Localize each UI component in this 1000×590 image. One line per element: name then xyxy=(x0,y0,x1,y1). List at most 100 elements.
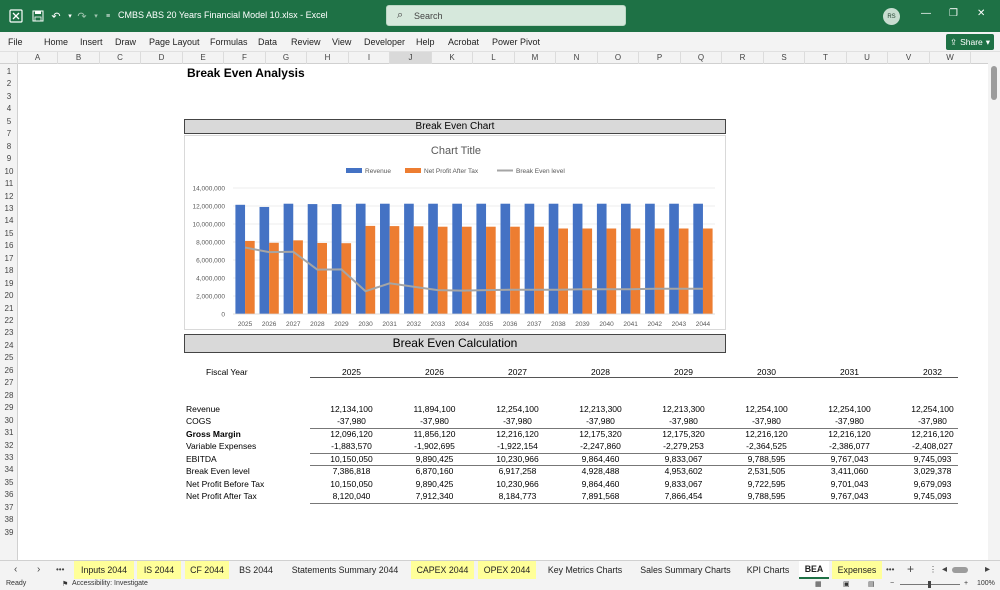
bar-net-profit-after-tax[interactable] xyxy=(654,228,665,315)
column-header[interactable]: W xyxy=(930,52,971,64)
column-header[interactable]: F xyxy=(224,52,266,64)
accessibility-icon[interactable]: ⚑ xyxy=(62,581,69,588)
bar-revenue[interactable] xyxy=(693,203,703,314)
more-sheets-right-icon[interactable]: ••• xyxy=(886,565,895,574)
table-cell[interactable]: 2,531,505 xyxy=(747,466,786,476)
bar-revenue[interactable] xyxy=(500,203,511,314)
row-header[interactable]: 22 xyxy=(4,316,14,325)
table-cell[interactable]: -2,408,027 xyxy=(912,441,953,451)
table-cell[interactable]: 9,833,067 xyxy=(664,479,703,489)
column-header[interactable]: H xyxy=(307,52,349,64)
sheet-tab[interactable]: BEA xyxy=(799,561,829,579)
bar-net-profit-after-tax[interactable] xyxy=(486,226,496,314)
row-header[interactable]: 3 xyxy=(6,91,12,101)
row-header[interactable]: 33 xyxy=(4,452,14,462)
bar-revenue[interactable] xyxy=(596,203,607,314)
avatar[interactable]: RS xyxy=(883,8,900,25)
sheet-tab[interactable]: Statements Summary 2044 xyxy=(291,565,399,575)
row-header[interactable]: 26 xyxy=(4,365,14,375)
bar-net-profit-after-tax[interactable] xyxy=(678,228,689,315)
menu-item[interactable]: File xyxy=(8,37,23,47)
accessibility-status[interactable]: Accessibility: Investigate xyxy=(72,580,148,587)
bar-net-profit-after-tax[interactable] xyxy=(461,226,472,314)
page-layout-view-icon[interactable]: ▣ xyxy=(843,581,850,588)
row-header[interactable]: 5 xyxy=(6,116,12,126)
hscroll-right-icon[interactable]: ▸ xyxy=(985,564,991,575)
bar-revenue[interactable] xyxy=(621,203,631,314)
bar-revenue[interactable] xyxy=(548,203,559,314)
table-cell[interactable]: -37,980 xyxy=(752,416,781,426)
row-header[interactable]: 27 xyxy=(4,378,14,388)
menu-item[interactable]: Power Pivot xyxy=(492,37,541,47)
bar-net-profit-after-tax[interactable] xyxy=(702,228,713,315)
table-cell[interactable]: -37,980 xyxy=(669,416,698,426)
table-cell[interactable]: -1,922,154 xyxy=(497,441,538,451)
table-cell[interactable]: -37,980 xyxy=(420,416,449,426)
vertical-scrollbar[interactable] xyxy=(988,52,1000,560)
row-header[interactable]: 14 xyxy=(4,216,14,226)
row-header[interactable]: 21 xyxy=(4,303,14,313)
row-header[interactable]: 24 xyxy=(4,340,14,350)
column-header[interactable]: K xyxy=(432,52,473,64)
table-cell[interactable]: -2,279,253 xyxy=(663,441,704,451)
bar-net-profit-after-tax[interactable] xyxy=(558,228,568,315)
line-break-even-level[interactable] xyxy=(244,246,703,293)
bar-revenue[interactable] xyxy=(404,203,414,314)
table-cell[interactable]: 12,175,320 xyxy=(662,429,705,439)
prev-sheet-icon[interactable]: ‹ xyxy=(14,564,18,575)
bar-revenue[interactable] xyxy=(452,203,462,314)
row-header[interactable]: 2 xyxy=(6,79,12,89)
column-header[interactable]: V xyxy=(888,52,930,64)
row-header[interactable]: 11 xyxy=(4,179,14,189)
row-header[interactable]: 38 xyxy=(4,515,14,525)
bar-net-profit-after-tax[interactable] xyxy=(245,240,255,314)
bar-net-profit-after-tax[interactable] xyxy=(510,226,520,314)
zoom-level[interactable]: 100% xyxy=(977,580,995,587)
row-header[interactable]: 8 xyxy=(6,141,12,151)
row-header[interactable]: 32 xyxy=(4,440,14,450)
table-cell[interactable]: 9,864,460 xyxy=(581,454,620,464)
table-cell[interactable]: 4,953,602 xyxy=(664,466,703,476)
menu-item[interactable]: Data xyxy=(258,37,278,47)
row-header[interactable]: 31 xyxy=(4,428,14,438)
row-header[interactable]: 29 xyxy=(4,403,14,413)
sheet-tab[interactable]: BS 2044 xyxy=(239,565,273,575)
bar-revenue[interactable] xyxy=(307,204,318,314)
column-header[interactable]: A xyxy=(18,52,58,64)
table-cell[interactable]: 4,928,488 xyxy=(581,466,620,476)
zoom-out-icon[interactable]: − xyxy=(890,580,895,587)
row-header[interactable]: 7 xyxy=(6,129,12,139)
row-header[interactable]: 18 xyxy=(4,266,14,276)
bar-revenue[interactable] xyxy=(355,203,366,314)
table-cell[interactable]: -1,902,695 xyxy=(414,441,455,451)
menu-item[interactable]: Developer xyxy=(364,37,406,47)
menu-item[interactable]: Formulas xyxy=(210,37,248,47)
restore-icon[interactable]: ❐ xyxy=(949,8,958,19)
table-cell[interactable]: -37,980 xyxy=(918,416,947,426)
table-cell[interactable]: 3,411,060 xyxy=(830,466,869,476)
table-cell[interactable]: 9,890,425 xyxy=(415,479,454,489)
column-header[interactable]: N xyxy=(556,52,598,64)
table-cell[interactable]: -2,247,860 xyxy=(580,441,621,451)
bar-net-profit-after-tax[interactable] xyxy=(341,243,352,314)
table-cell[interactable]: 6,917,258 xyxy=(498,466,537,476)
share-button[interactable]: ⇪ Share ▾ xyxy=(946,34,994,50)
row-header[interactable]: 39 xyxy=(4,527,14,537)
table-cell[interactable]: 12,254,100 xyxy=(828,404,871,414)
bar-revenue[interactable] xyxy=(572,203,583,314)
menu-item[interactable]: Home xyxy=(44,37,69,47)
column-header[interactable]: I xyxy=(349,52,390,64)
bar-net-profit-after-tax[interactable] xyxy=(630,228,641,315)
row-header[interactable]: 37 xyxy=(4,502,14,512)
bar-revenue[interactable] xyxy=(259,206,270,314)
column-header[interactable]: L xyxy=(473,52,515,64)
table-cell[interactable]: -1,883,570 xyxy=(331,441,372,451)
table-cell[interactable]: 12,134,100 xyxy=(330,404,373,414)
bar-revenue[interactable] xyxy=(645,203,655,314)
bar-net-profit-after-tax[interactable] xyxy=(365,225,376,314)
menu-item[interactable]: Acrobat xyxy=(448,37,480,47)
menu-item[interactable]: Insert xyxy=(80,37,103,47)
bar-revenue[interactable] xyxy=(669,203,679,314)
break-even-chart[interactable]: Chart Title Revenue Net Profit After Tax Br… xyxy=(184,135,726,330)
row-header[interactable]: 9 xyxy=(6,154,12,164)
